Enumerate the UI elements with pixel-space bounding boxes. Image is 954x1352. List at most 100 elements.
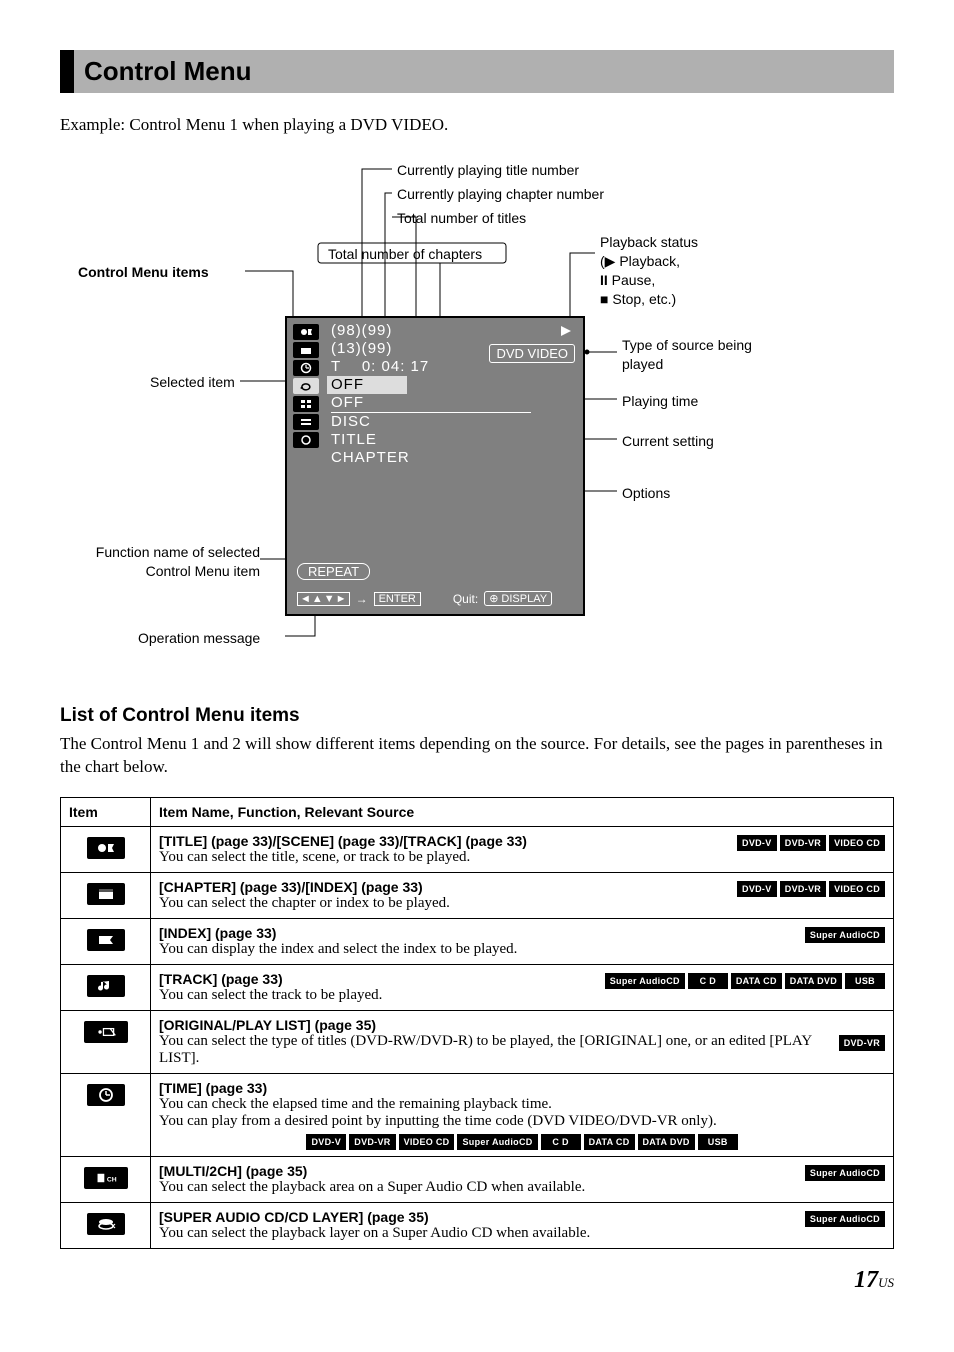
table-row: [CHAPTER] (page 33)/[INDEX] (page 33) Yo… [61, 872, 894, 918]
badge: VIDEO CD [399, 1134, 455, 1150]
osd-source-label: DVD VIDEO [489, 344, 575, 363]
menu-icon-2 [293, 414, 319, 430]
control-menu-table: Item Item Name, Function, Relevant Sourc… [60, 797, 894, 1249]
chapter-icon [293, 342, 319, 358]
title-icon [293, 324, 319, 340]
item-title: [INDEX] (page 33) [159, 925, 795, 941]
track-icon [87, 975, 125, 997]
item-desc: You can display the index and select the… [159, 941, 795, 958]
time-icon [87, 1084, 125, 1106]
playlist-icon [84, 1021, 128, 1043]
osd-line3: DISC [331, 413, 531, 431]
col-desc: Item Name, Function, Relevant Source [151, 797, 894, 826]
badge: Super AudioCD [805, 927, 885, 943]
badges: DVD-V DVD-VR VIDEO CD Super AudioCD C D … [159, 1134, 885, 1150]
display-key: ⊕ DISPLAY [484, 591, 552, 606]
table-row: [ORIGINAL/PLAY LIST] (page 35) DVD-VR Yo… [61, 1010, 894, 1073]
status-play: Playback, [619, 253, 680, 269]
badge: DVD-VR [839, 1035, 885, 1051]
item-desc: You can select the type of titles (DVD-R… [159, 1033, 885, 1067]
badge: Super AudioCD [457, 1134, 537, 1150]
item-desc: You can check the elapsed time and the r… [159, 1096, 885, 1113]
item-title: [TRACK] (page 33) [159, 971, 595, 987]
badges: Super AudioCD [805, 1165, 885, 1181]
page-number: 17US [60, 1267, 894, 1294]
osd-panel: (98)(99) (13)(99) T 0: 04: 17 OFF OFF DI… [285, 316, 585, 616]
svg-text:CH: CH [106, 1176, 116, 1183]
label-chapter-num: Currently playing chapter number [397, 185, 604, 204]
badges: DVD-V DVD-VR VIDEO CD [737, 881, 885, 897]
label-selected-item: Selected item [150, 373, 235, 392]
item-title: [MULTI/2CH] (page 35) [159, 1163, 795, 1179]
badge: DATA CD [731, 973, 782, 989]
osd-line2: OFF [331, 394, 531, 413]
osd-time: 0: 04: 17 [362, 358, 429, 375]
page-title: Control Menu [84, 56, 884, 87]
badge: DVD-V [737, 881, 777, 897]
display-text: DISPLAY [501, 593, 547, 605]
osd-line4: TITLE [331, 431, 531, 449]
item-title: [CHAPTER] (page 33)/[INDEX] (page 33) [159, 879, 727, 895]
quit-label: Quit: [453, 592, 478, 606]
badge: DVD-VR [349, 1134, 395, 1150]
item-desc: You can select the playback layer on a S… [159, 1225, 795, 1242]
label-playing-time: Playing time [622, 392, 698, 411]
badge: Super AudioCD [805, 1165, 885, 1181]
item-desc: You can select the track to be played. [159, 987, 595, 1004]
osd-title-cur: 98 [337, 322, 356, 339]
index-icon [87, 929, 125, 951]
badge: USB [845, 973, 885, 989]
time-icon [293, 360, 319, 376]
label-control-menu-items: Control Menu items [78, 263, 209, 282]
table-row: [TRACK] (page 33) You can select the tra… [61, 964, 894, 1010]
title-icon [87, 837, 125, 859]
badges: DVD-V DVD-VR VIDEO CD [737, 835, 885, 851]
label-total-chapters: Total number of chapters [328, 245, 482, 264]
item-desc: You can select the title, scene, or trac… [159, 849, 727, 866]
item-desc2: You can play from a desired point by inp… [159, 1113, 885, 1130]
badge: DATA DVD [785, 973, 842, 989]
osd-function-name: REPEAT [297, 563, 370, 580]
badges: DVD-VR [839, 1035, 885, 1051]
table-row: CH [MULTI/2CH] (page 35) You can select … [61, 1156, 894, 1202]
badge: C D [541, 1134, 581, 1150]
label-playback-status: Playback status (▶ Playback, II Pause, ■… [600, 233, 770, 309]
osd-time-prefix: T [331, 358, 341, 375]
label-source-type: Type of source being played [622, 336, 782, 374]
osd-line1: OFF [327, 376, 407, 394]
control-menu-diagram: Currently playing title number Currently… [60, 151, 894, 681]
badges: Super AudioCD [805, 1211, 885, 1227]
table-row: [TIME] (page 33) You can check the elaps… [61, 1073, 894, 1156]
intro-text: Example: Control Menu 1 when playing a D… [60, 115, 894, 135]
menu-icon-3 [293, 432, 319, 448]
item-title: [TIME] (page 33) [159, 1080, 885, 1096]
table-row: [INDEX] (page 33) You can display the in… [61, 918, 894, 964]
label-fn-name: Function name of selected Control Menu i… [70, 543, 260, 581]
item-desc: You can select the playback area on a Su… [159, 1179, 795, 1196]
menu-icon-1 [293, 396, 319, 412]
badge: Super AudioCD [605, 973, 685, 989]
play-icon [559, 324, 573, 342]
arrow-text: → [356, 592, 368, 606]
badge: Super AudioCD [805, 1211, 885, 1227]
badge: USB [698, 1134, 738, 1150]
label-current-setting: Current setting [622, 432, 714, 451]
badge: VIDEO CD [829, 881, 885, 897]
col-item: Item [61, 797, 151, 826]
osd-bottom-row: ◄▲▼► → ENTER Quit: ⊕ DISPLAY [297, 591, 552, 606]
chapter-icon [87, 883, 125, 905]
status-head: Playback status [600, 234, 698, 250]
page-number-value: 17 [854, 1267, 878, 1293]
page-number-suffix: US [878, 1275, 894, 1290]
section-body: The Control Menu 1 and 2 will show diffe… [60, 733, 894, 779]
item-title: [SUPER AUDIO CD/CD LAYER] (page 35) [159, 1209, 795, 1225]
osd-icon-column [293, 324, 319, 448]
item-title: [TITLE] (page 33)/[SCENE] (page 33)/[TRA… [159, 833, 727, 849]
repeat-icon-selected [293, 378, 319, 394]
enter-key: ENTER [374, 592, 421, 606]
status-pause: Pause, [612, 272, 656, 288]
badge: VIDEO CD [829, 835, 885, 851]
label-op-msg: Operation message [138, 629, 260, 648]
item-desc: You can select the chapter or index to b… [159, 895, 727, 912]
section-title: List of Control Menu items [60, 705, 894, 727]
